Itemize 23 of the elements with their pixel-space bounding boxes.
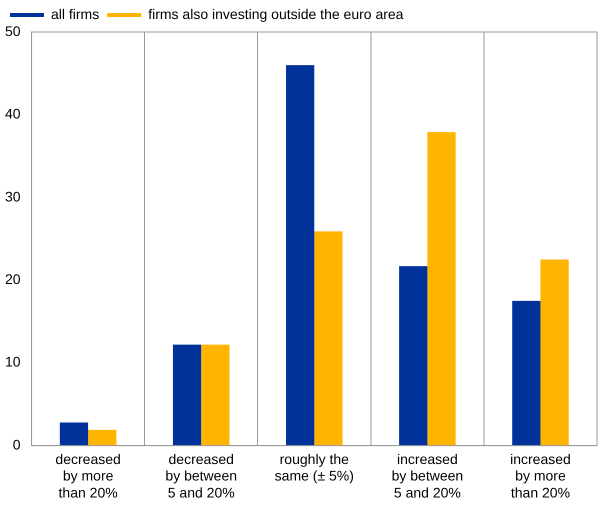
bar <box>88 430 116 446</box>
x-tick-label: decreased by between 5 and 20% <box>165 450 238 500</box>
y-tick-label: 20 <box>4 271 21 288</box>
bar <box>399 266 428 446</box>
legend-label: firms also investing outside the euro area <box>148 6 404 22</box>
x-tick-label: roughly the same (± 5%) <box>274 450 354 484</box>
bar <box>512 300 540 446</box>
bar <box>172 344 202 446</box>
y-tick-label: 40 <box>4 106 21 122</box>
bar <box>286 65 314 446</box>
y-tick-label: 10 <box>4 354 21 370</box>
x-tick-label: increased by more than 20% <box>510 450 571 500</box>
bar <box>540 259 569 446</box>
x-tick-label: decreased by more than 20% <box>55 450 121 500</box>
y-tick-label: 30 <box>4 188 21 204</box>
y-tick-label: 0 <box>12 436 21 452</box>
bar <box>60 422 88 446</box>
bar <box>314 231 343 446</box>
bar <box>201 344 230 446</box>
bar <box>427 132 456 446</box>
x-tick-label: increased by between 5 and 20% <box>392 450 464 500</box>
y-tick-label: 50 <box>4 22 21 39</box>
legend-label: all firms <box>51 6 100 22</box>
